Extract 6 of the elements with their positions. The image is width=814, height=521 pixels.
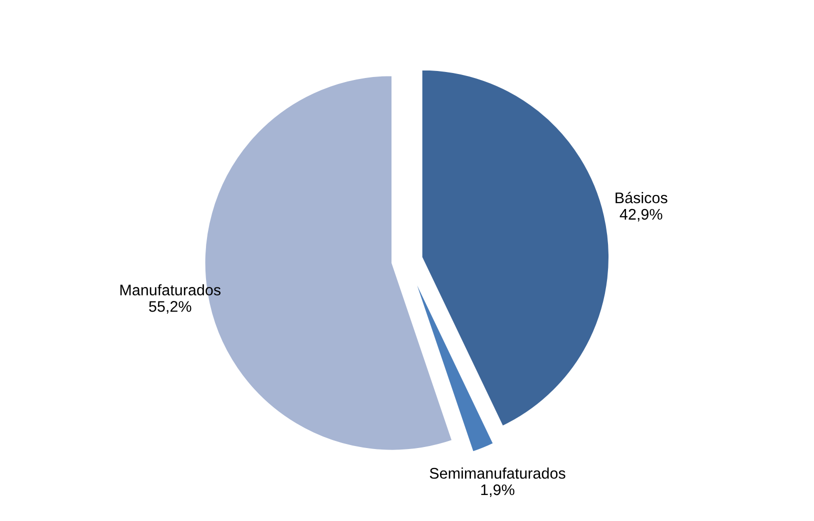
slice-label: Básicos bbox=[616, 192, 668, 204]
slice-label: Manufaturados bbox=[120, 284, 221, 296]
data-label: 42,9% bbox=[620, 208, 662, 222]
data-label: 1,9% bbox=[481, 484, 514, 498]
data-label: 55,2% bbox=[149, 301, 192, 314]
slice-label: Semimanufaturados bbox=[430, 468, 566, 479]
